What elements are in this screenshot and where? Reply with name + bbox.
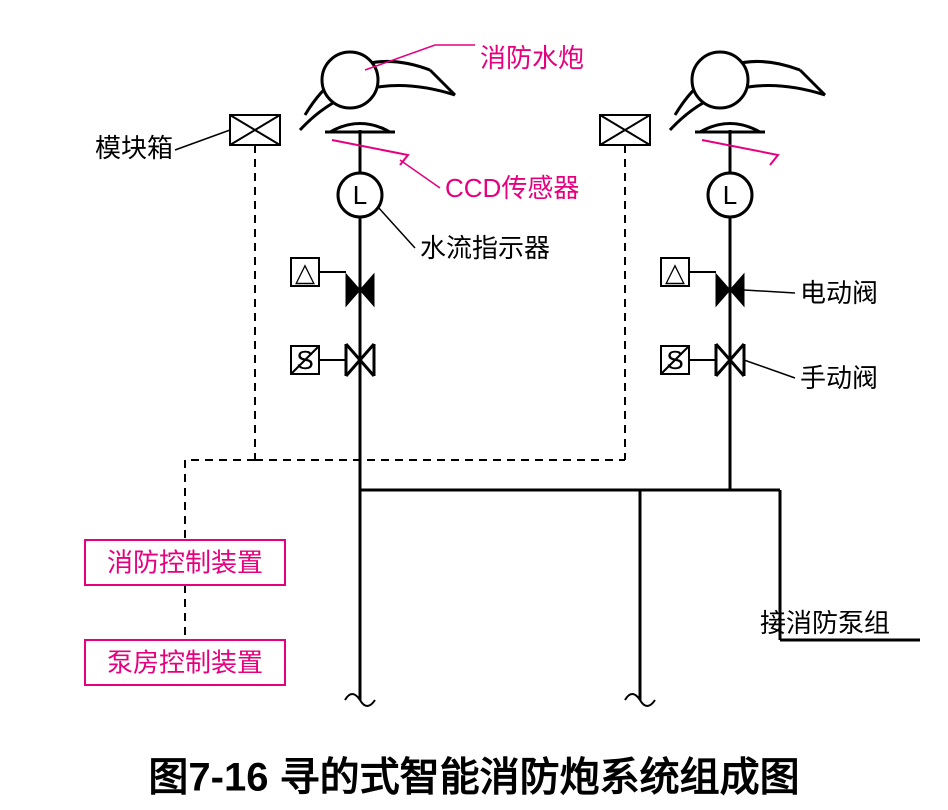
diagram-svg: L△SL△S消防控制装置泵房控制装置消防水炮模块箱CCD传感器水流指示器电动阀手… — [0, 0, 948, 810]
label-pump-group: 接消防泵组 — [760, 608, 890, 638]
svg-text:△: △ — [665, 257, 685, 287]
label-elec-valve: 电动阀 — [800, 278, 878, 308]
label-cannon: 消防水炮 — [480, 43, 584, 73]
svg-text:L: L — [723, 180, 737, 210]
label-man-valve: 手动阀 — [800, 363, 878, 393]
label-flow: 水流指示器 — [420, 233, 550, 263]
label-pump-ctrl: 泵房控制装置 — [107, 647, 263, 677]
label-fire-ctrl: 消防控制装置 — [107, 547, 263, 577]
figure-caption: 图7-16 寻的式智能消防炮系统组成图 — [148, 756, 799, 800]
label-ccd: CCD传感器 — [445, 173, 579, 203]
svg-text:L: L — [353, 180, 367, 210]
label-module-box: 模块箱 — [95, 133, 173, 163]
svg-text:△: △ — [295, 257, 315, 287]
